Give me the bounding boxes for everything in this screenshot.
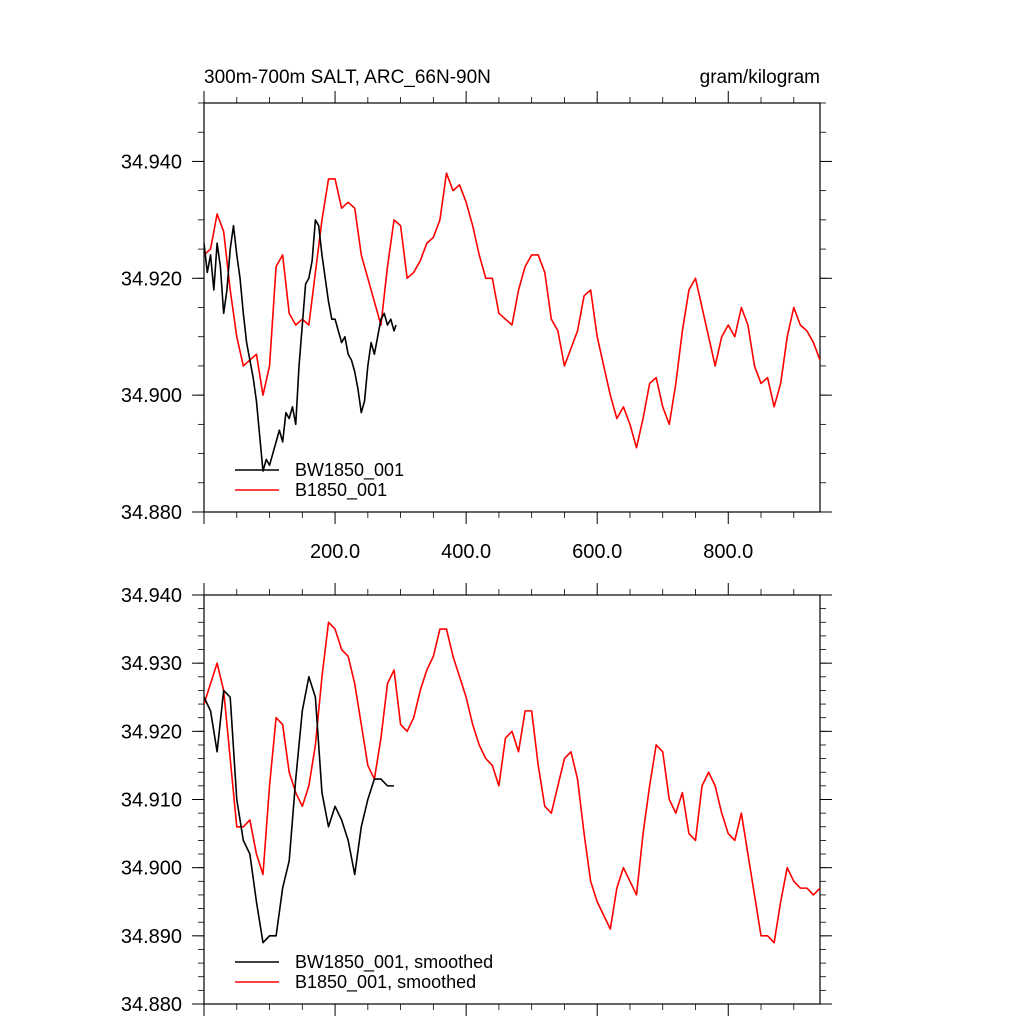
legend-label-0: BW1850_001, smoothed bbox=[295, 952, 493, 973]
x-tick-label: 800.0 bbox=[703, 541, 753, 563]
legend-label-1: B1850_001, smoothed bbox=[295, 972, 476, 993]
x-tick-label: 200.0 bbox=[310, 541, 360, 563]
top-panel: 300m-700m SALT, ARC_66N-90N gram/kilogra… bbox=[121, 67, 832, 563]
y-tick-label: 34.940 bbox=[121, 585, 182, 607]
series-line-0 bbox=[204, 219, 397, 472]
y-tick-label: 34.880 bbox=[121, 502, 182, 524]
y-tick-label: 34.890 bbox=[121, 926, 182, 948]
units-label: gram/kilogram bbox=[700, 67, 820, 88]
chart-title: 300m-700m SALT, ARC_66N-90N bbox=[204, 67, 491, 88]
y-tick-label: 34.900 bbox=[121, 858, 182, 880]
plot-frame bbox=[203, 594, 821, 1005]
y-tick-label: 34.920 bbox=[121, 268, 182, 290]
y-tick-label: 34.910 bbox=[121, 790, 182, 812]
y-tick-label: 34.880 bbox=[121, 994, 182, 1016]
y-tick-label: 34.920 bbox=[121, 721, 182, 743]
y-tick-label: 34.930 bbox=[121, 653, 182, 675]
bottom-panel: 34.880 34.890 34.900 34.910 34.920 34.930 34.9… bbox=[121, 583, 832, 1016]
series-line-0 bbox=[204, 676, 395, 944]
y-tick-label: 34.940 bbox=[121, 151, 182, 173]
plot-frame bbox=[203, 102, 821, 513]
series-line-1 bbox=[204, 172, 820, 449]
series-line-1 bbox=[204, 621, 820, 944]
x-tick-label: 600.0 bbox=[572, 541, 622, 563]
legend-label-1: B1850_001 bbox=[295, 480, 387, 501]
y-tick-label: 34.900 bbox=[121, 385, 182, 407]
x-tick-label: 400.0 bbox=[441, 541, 491, 563]
legend-label-0: BW1850_001 bbox=[295, 460, 404, 481]
